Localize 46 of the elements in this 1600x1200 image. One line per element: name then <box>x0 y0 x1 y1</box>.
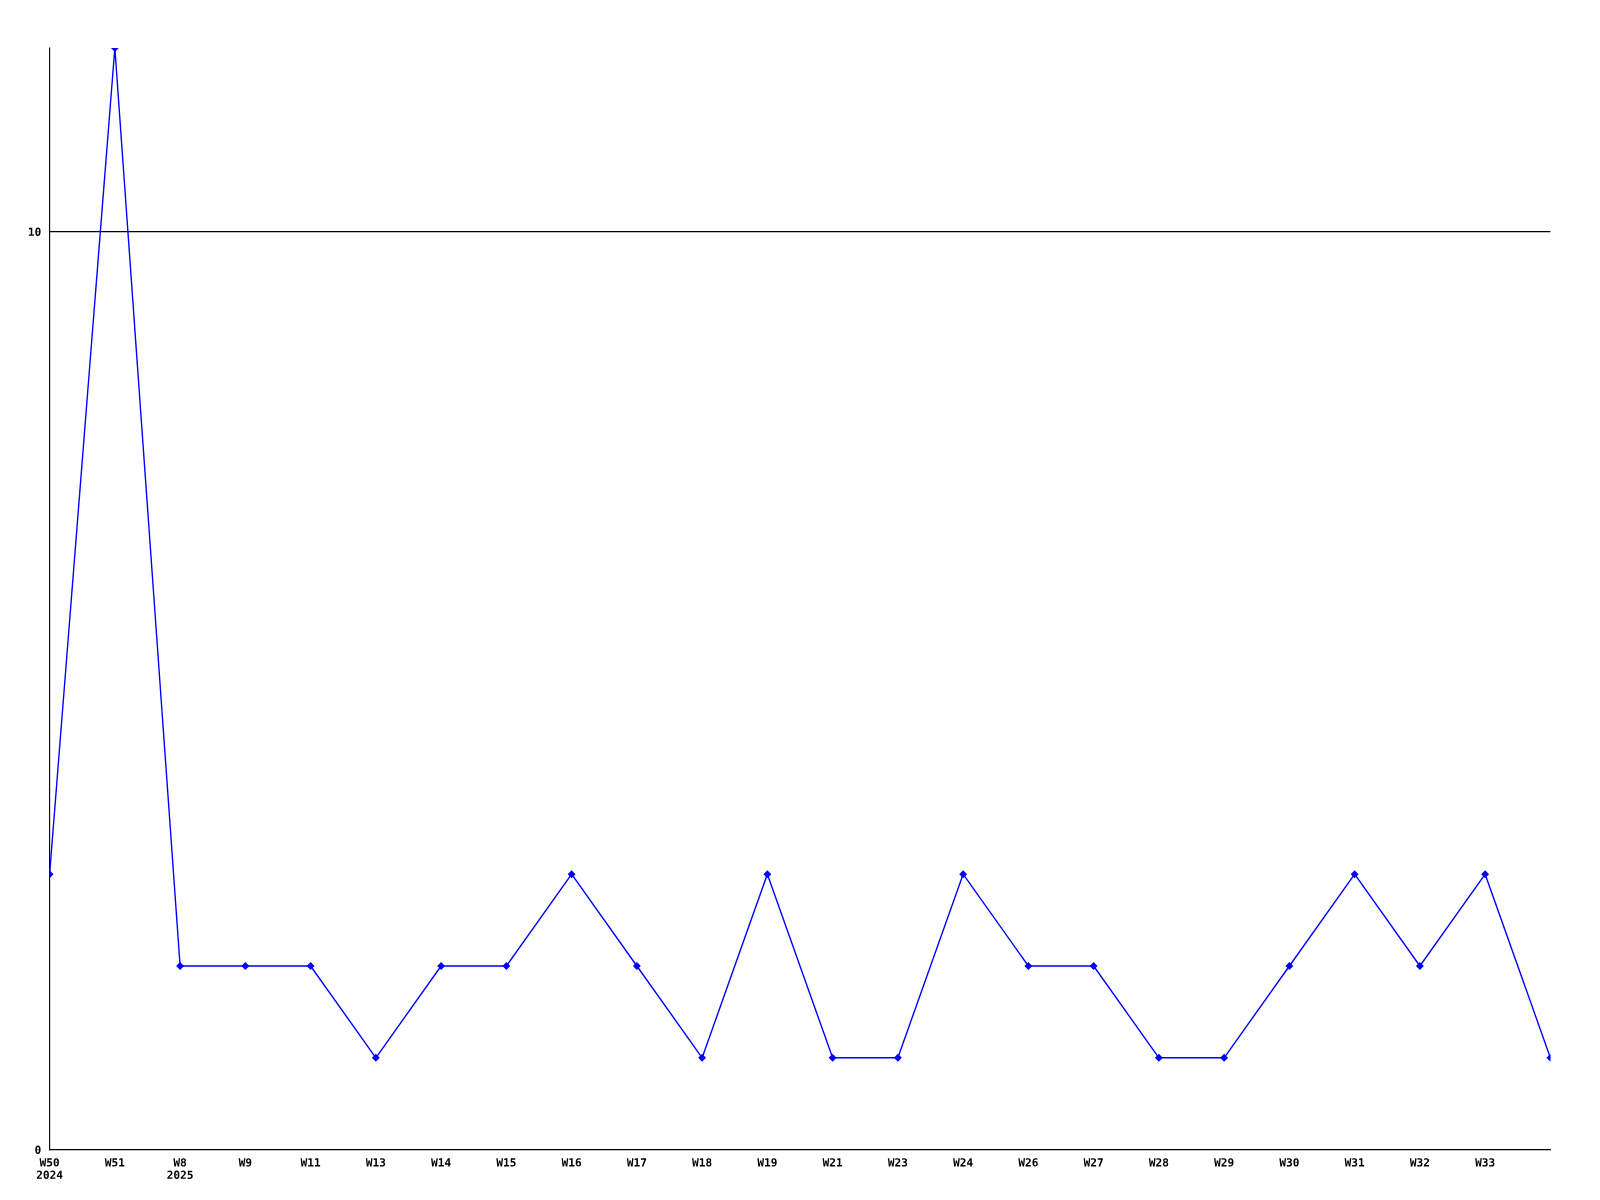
point <box>372 1054 380 1062</box>
point <box>241 962 249 970</box>
point <box>1155 1054 1163 1062</box>
x-tick-label: W31 <box>1344 1158 1365 1167</box>
y-tick-label: 10 <box>28 227 41 236</box>
x-tick-label: W32 <box>1409 1158 1430 1167</box>
x-tick-label: W17 <box>626 1158 647 1167</box>
point <box>1481 870 1489 878</box>
point <box>176 962 184 970</box>
x-tick-label: W27 <box>1083 1158 1103 1167</box>
x-tick-label: W24 <box>953 1158 973 1167</box>
y-tick-label: 0 <box>35 1145 41 1154</box>
x-tick-label: W33 <box>1475 1158 1495 1167</box>
point <box>1024 962 1033 970</box>
x-tick-label: W16 <box>561 1158 582 1167</box>
x-tick-label: W14 <box>431 1158 451 1167</box>
x-tick-label: W9 <box>238 1158 252 1167</box>
point <box>567 870 576 878</box>
x-tick-label: W8 2025 <box>167 1158 193 1179</box>
point <box>633 962 641 970</box>
point <box>1351 870 1359 878</box>
point <box>698 1054 706 1062</box>
point <box>959 870 967 878</box>
x-tick-label: W11 <box>300 1158 321 1167</box>
x-tick-label: W26 <box>1018 1158 1038 1167</box>
point <box>1416 962 1424 970</box>
x-tick-label: W13 <box>365 1158 386 1167</box>
point <box>1285 962 1294 970</box>
x-tick-label: W21 <box>822 1158 843 1167</box>
x-tick-label: W50 2024 <box>36 1158 63 1179</box>
x-tick-label: W18 <box>692 1158 712 1167</box>
x-tick-label: W19 <box>757 1158 777 1167</box>
point <box>1220 1054 1228 1062</box>
point <box>437 962 445 970</box>
x-tick-label: W51 <box>104 1158 125 1167</box>
point <box>1089 962 1098 970</box>
point <box>828 1054 837 1062</box>
x-tick-label: W30 <box>1279 1158 1299 1167</box>
x-tick-label: W28 <box>1148 1158 1169 1167</box>
point <box>894 1054 902 1062</box>
point <box>306 962 315 970</box>
point <box>502 962 511 970</box>
x-tick-label: W29 <box>1214 1158 1234 1167</box>
x-tick-label: W23 <box>887 1158 908 1167</box>
x-tick-label: W15 <box>496 1158 516 1167</box>
point <box>763 870 772 878</box>
